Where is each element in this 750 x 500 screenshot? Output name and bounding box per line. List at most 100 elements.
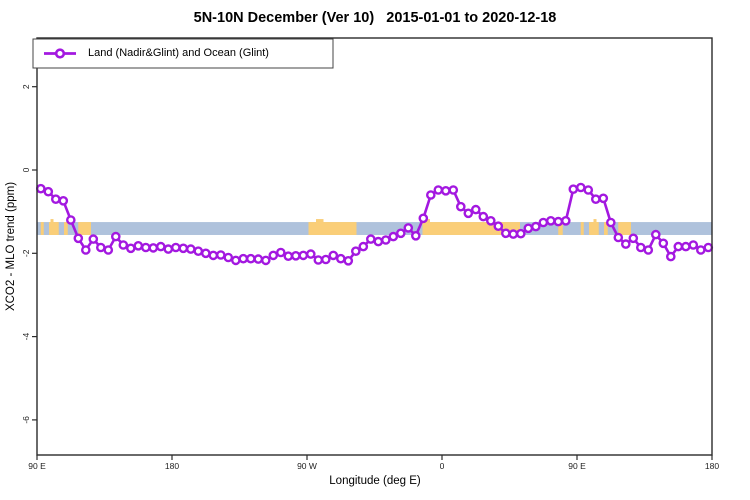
data-point: [163, 244, 174, 254]
data-point: [223, 252, 234, 263]
plot-border: [36, 37, 713, 456]
data-point: [703, 242, 714, 253]
data-point: [598, 193, 609, 204]
data-point: [133, 240, 144, 251]
data-point: [290, 250, 301, 261]
data-point: [523, 223, 534, 234]
map-band-land: [78, 222, 91, 235]
data-point: [298, 250, 309, 261]
data-point: [621, 239, 631, 249]
data-point: [36, 183, 46, 194]
data-point: [576, 182, 586, 193]
data-point: [283, 251, 294, 262]
map-band-land: [580, 222, 584, 235]
x-tick-label: 180: [165, 461, 179, 471]
data-point: [538, 217, 549, 228]
data-point: [320, 254, 331, 265]
x-tick-label: 90 E: [568, 461, 586, 471]
data-point: [500, 228, 511, 239]
data-point: [66, 215, 76, 225]
data-point: [253, 254, 264, 264]
map-band-land-bump: [593, 219, 597, 224]
data-point: [448, 185, 459, 195]
data-point: [313, 255, 324, 265]
data-point: [696, 245, 706, 255]
y-tick-label: -2: [21, 249, 31, 257]
data-point: [111, 231, 121, 242]
y-axis-title: XCO2 - MLO trend (ppm): [5, 181, 17, 312]
data-point: [148, 243, 159, 253]
data-point: [470, 204, 481, 215]
data-point: [328, 250, 339, 261]
data-point: [568, 184, 579, 194]
data-point: [238, 253, 249, 264]
data-point: [395, 228, 406, 239]
data-point: [433, 185, 444, 195]
data-point: [193, 246, 204, 256]
legend-box: [32, 38, 334, 69]
data-point: [81, 245, 91, 255]
data-point: [178, 243, 189, 254]
data-point: [613, 232, 624, 243]
x-tick-label: 0: [440, 461, 445, 471]
data-point: [365, 234, 376, 244]
map-band-land: [308, 222, 357, 235]
data-point: [546, 215, 556, 226]
map-band-land: [558, 222, 563, 235]
data-point: [200, 248, 211, 259]
data-point: [478, 211, 489, 222]
data-point: [583, 185, 594, 195]
data-point: [380, 235, 391, 245]
data-point: [681, 241, 691, 252]
map-band-land: [64, 222, 68, 235]
data-point: [403, 223, 414, 233]
data-point: [140, 242, 151, 253]
data-point: [350, 246, 361, 256]
data-point: [118, 240, 129, 250]
data-point: [508, 229, 519, 239]
data-point: [103, 245, 114, 255]
legend-label: Land (Nadir&Glint) and Ocean (Glint): [88, 47, 269, 59]
data-point: [245, 253, 256, 264]
data-point: [651, 229, 661, 240]
data-point: [88, 234, 99, 244]
data-point: [305, 249, 316, 259]
data-point: [373, 236, 384, 247]
chart-title: 5N-10N December (Ver 10) 2015-01-01 to 2…: [193, 10, 557, 26]
map-band-land: [49, 222, 59, 235]
data-point: [418, 213, 429, 224]
data-point: [126, 243, 136, 254]
x-tick-label: 90 W: [297, 461, 317, 471]
data-point: [531, 221, 541, 232]
data-point: [440, 185, 451, 196]
data-point: [388, 231, 399, 242]
x-tick-label: 180: [705, 461, 719, 471]
data-point: [170, 242, 181, 253]
data-point: [455, 201, 466, 212]
data-point: [155, 241, 166, 252]
y-tick-label: 2: [21, 84, 31, 89]
data-point: [561, 215, 571, 226]
y-tick-label: -4: [21, 333, 31, 341]
map-band-land: [604, 222, 608, 235]
data-point: [51, 194, 61, 204]
data-point: [185, 244, 196, 254]
data-point: [268, 250, 279, 261]
x-tick-label: 90 E: [28, 461, 46, 471]
data-point: [666, 251, 676, 262]
map-band-land-bump: [316, 219, 324, 224]
data-point: [591, 194, 601, 204]
x-axis-title: Longitude (deg E): [329, 475, 421, 487]
data-point: [688, 240, 699, 250]
data-point: [208, 250, 219, 261]
data-point: [425, 190, 436, 200]
map-band-land: [40, 222, 44, 235]
data-point: [643, 245, 654, 255]
data-point: [358, 241, 369, 252]
data-point: [553, 216, 564, 227]
map-band-land-bump: [50, 219, 54, 224]
data-point: [260, 255, 271, 266]
data-point: [343, 255, 354, 266]
